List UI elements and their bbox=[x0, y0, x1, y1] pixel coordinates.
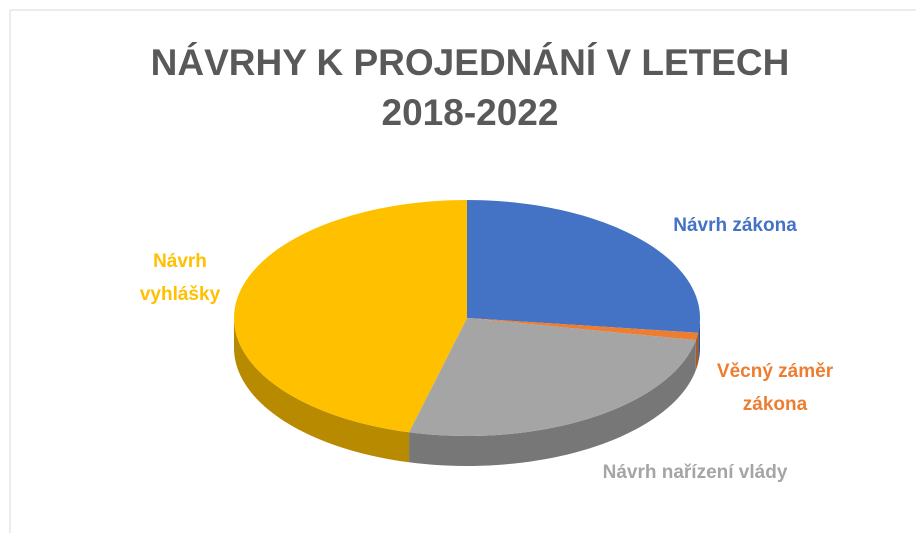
pie-slice-side bbox=[698, 318, 700, 363]
pie-slice-side bbox=[234, 318, 410, 463]
pie-slice bbox=[409, 318, 696, 436]
chart-title: NÁVRHY K PROJEDNÁNÍ V LETECH 2018-2022 bbox=[150, 42, 790, 133]
pie-slice-side bbox=[695, 332, 699, 371]
pie-slice bbox=[467, 318, 699, 341]
pie-slice bbox=[467, 200, 700, 333]
data-label: Návrh vyhlášky bbox=[139, 251, 221, 305]
data-label: Návrh nařízení vlády bbox=[602, 462, 788, 483]
pie-slice bbox=[234, 200, 467, 433]
data-label: Návrh zákona bbox=[673, 215, 797, 236]
pie-slice-side bbox=[409, 340, 696, 466]
data-label: Věcný záměr zákona bbox=[716, 361, 834, 415]
